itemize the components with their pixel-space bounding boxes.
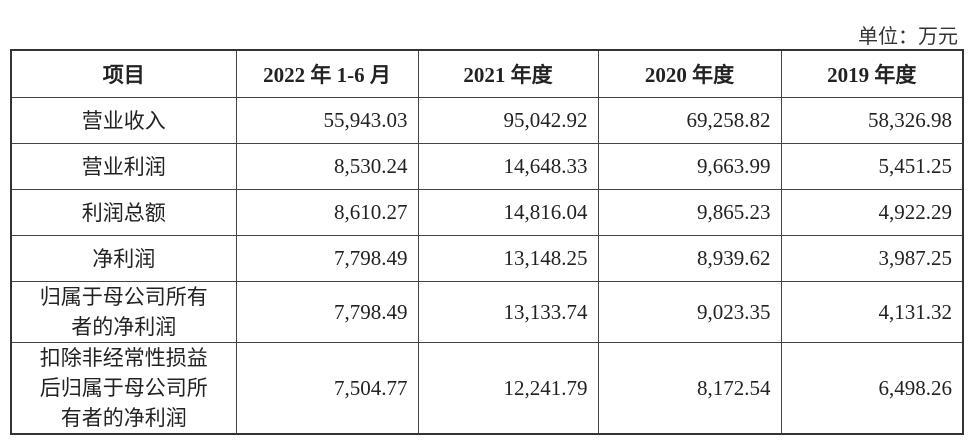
value-cell: 7,798.49 — [235, 235, 419, 282]
table-row: 营业利润 8,530.24 14,648.33 9,663.99 5,451.25 — [10, 143, 964, 190]
table-row: 归属于母公司所有者的净利润 7,798.49 13,133.74 9,023.35 4,… — [10, 281, 964, 343]
value-cell: 55,943.03 — [235, 97, 419, 144]
table-row: 扣除非经常性损益后归属于母公司所有者的净利润 7,504.77 12,241.79 8… — [10, 342, 964, 435]
value-cell: 8,530.24 — [235, 143, 419, 190]
table-row: 利润总额 8,610.27 14,816.04 9,865.23 4,922.29 — [10, 189, 964, 236]
header-cell: 2021 年度 — [417, 49, 599, 98]
row-label-cell: 营业利润 — [10, 143, 237, 190]
value-cell: 9,023.35 — [597, 281, 782, 343]
value-cell: 4,922.29 — [780, 189, 964, 236]
value-cell: 4,131.32 — [780, 281, 964, 343]
value-cell: 9,865.23 — [597, 189, 782, 236]
value-cell: 3,987.25 — [780, 235, 964, 282]
financial-table: 项目 2022 年 1-6 月 2021 年度 2020 年度 2019 年度 营业收入… — [10, 49, 964, 435]
value-cell: 7,798.49 — [235, 281, 419, 343]
value-cell: 8,610.27 — [235, 189, 419, 236]
value-cell: 13,148.25 — [417, 235, 599, 282]
table-body: 营业收入 55,943.03 95,042.92 69,258.82 58,326.98… — [10, 97, 964, 435]
table-row: 营业收入 55,943.03 95,042.92 69,258.82 58,326.98 — [10, 97, 964, 144]
row-label-cell: 营业收入 — [10, 97, 237, 144]
header-cell: 2022 年 1-6 月 — [235, 49, 419, 98]
value-cell: 95,042.92 — [417, 97, 599, 144]
row-label-cell: 净利润 — [10, 235, 237, 282]
value-cell: 69,258.82 — [597, 97, 782, 144]
value-cell: 12,241.79 — [417, 342, 599, 435]
row-label-cell: 归属于母公司所有者的净利润 — [10, 281, 237, 343]
row-label: 营业利润 — [81, 154, 166, 179]
value-cell: 6,498.26 — [780, 342, 964, 435]
value-cell: 13,133.74 — [417, 281, 599, 343]
row-label: 净利润 — [92, 246, 156, 271]
header-cell: 2020 年度 — [597, 49, 782, 98]
row-label: 扣除非经常性损益后归属于母公司所有者的净利润 — [39, 346, 208, 430]
header-cell: 项目 — [10, 49, 237, 98]
row-label: 利润总额 — [81, 200, 166, 225]
header-row: 项目 2022 年 1-6 月 2021 年度 2020 年度 2019 年度 — [10, 49, 964, 98]
row-label-cell: 扣除非经常性损益后归属于母公司所有者的净利润 — [10, 342, 237, 435]
value-cell: 7,504.77 — [235, 342, 419, 435]
table-row: 净利润 7,798.49 13,148.25 8,939.62 3,987.25 — [10, 235, 964, 282]
row-label: 营业收入 — [81, 108, 166, 133]
value-cell: 8,172.54 — [597, 342, 782, 435]
value-cell: 8,939.62 — [597, 235, 782, 282]
value-cell: 14,648.33 — [417, 143, 599, 190]
value-cell: 14,816.04 — [417, 189, 599, 236]
row-label: 归属于母公司所有者的净利润 — [39, 285, 208, 339]
value-cell: 9,663.99 — [597, 143, 782, 190]
value-cell: 58,326.98 — [780, 97, 964, 144]
header-cell: 2019 年度 — [780, 49, 964, 98]
row-label-cell: 利润总额 — [10, 189, 237, 236]
value-cell: 5,451.25 — [780, 143, 964, 190]
unit-label: 单位：万元 — [858, 26, 958, 48]
